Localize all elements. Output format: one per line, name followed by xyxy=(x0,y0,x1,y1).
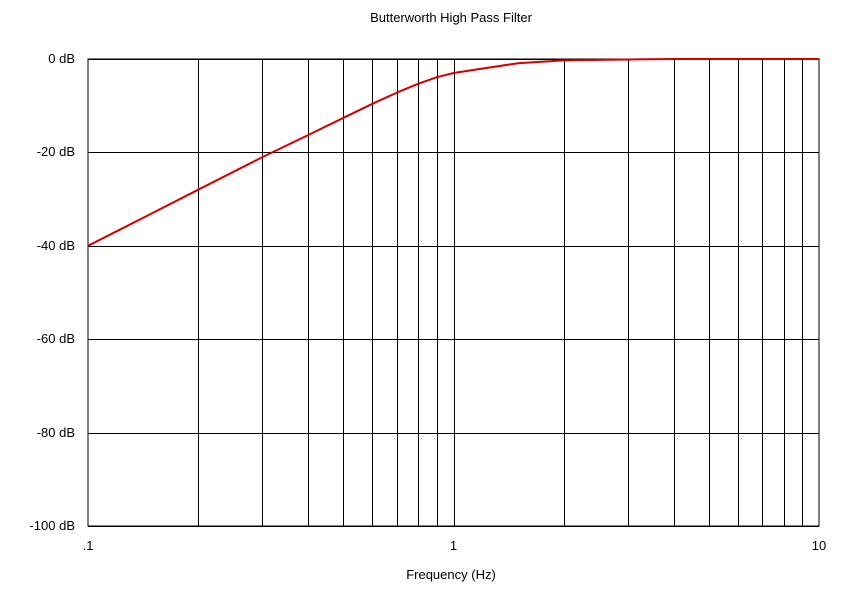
y-axis: 0 dB -20 dB -40 dB -60 dB -80 dB -100 dB xyxy=(29,51,75,533)
grid xyxy=(88,59,819,527)
plot-frame xyxy=(87,58,820,527)
x-tick-label: 1 xyxy=(450,538,457,553)
y-tick-label: 0 dB xyxy=(48,51,75,66)
series-group xyxy=(87,58,819,247)
x-tick-label: .1 xyxy=(83,538,94,553)
y-tick-label: -100 dB xyxy=(29,518,75,533)
chart-title: Butterworth High Pass Filter xyxy=(370,10,533,25)
x-tick-label: 10 xyxy=(812,538,826,553)
series-line-0 xyxy=(87,58,819,247)
y-tick-label: -40 dB xyxy=(37,238,75,253)
x-axis: .1 1 10 xyxy=(83,538,827,553)
x-axis-label: Frequency (Hz) xyxy=(406,567,496,582)
y-tick-label: -20 dB xyxy=(37,144,75,159)
y-tick-label: -80 dB xyxy=(37,425,75,440)
y-tick-label: -60 dB xyxy=(37,331,75,346)
